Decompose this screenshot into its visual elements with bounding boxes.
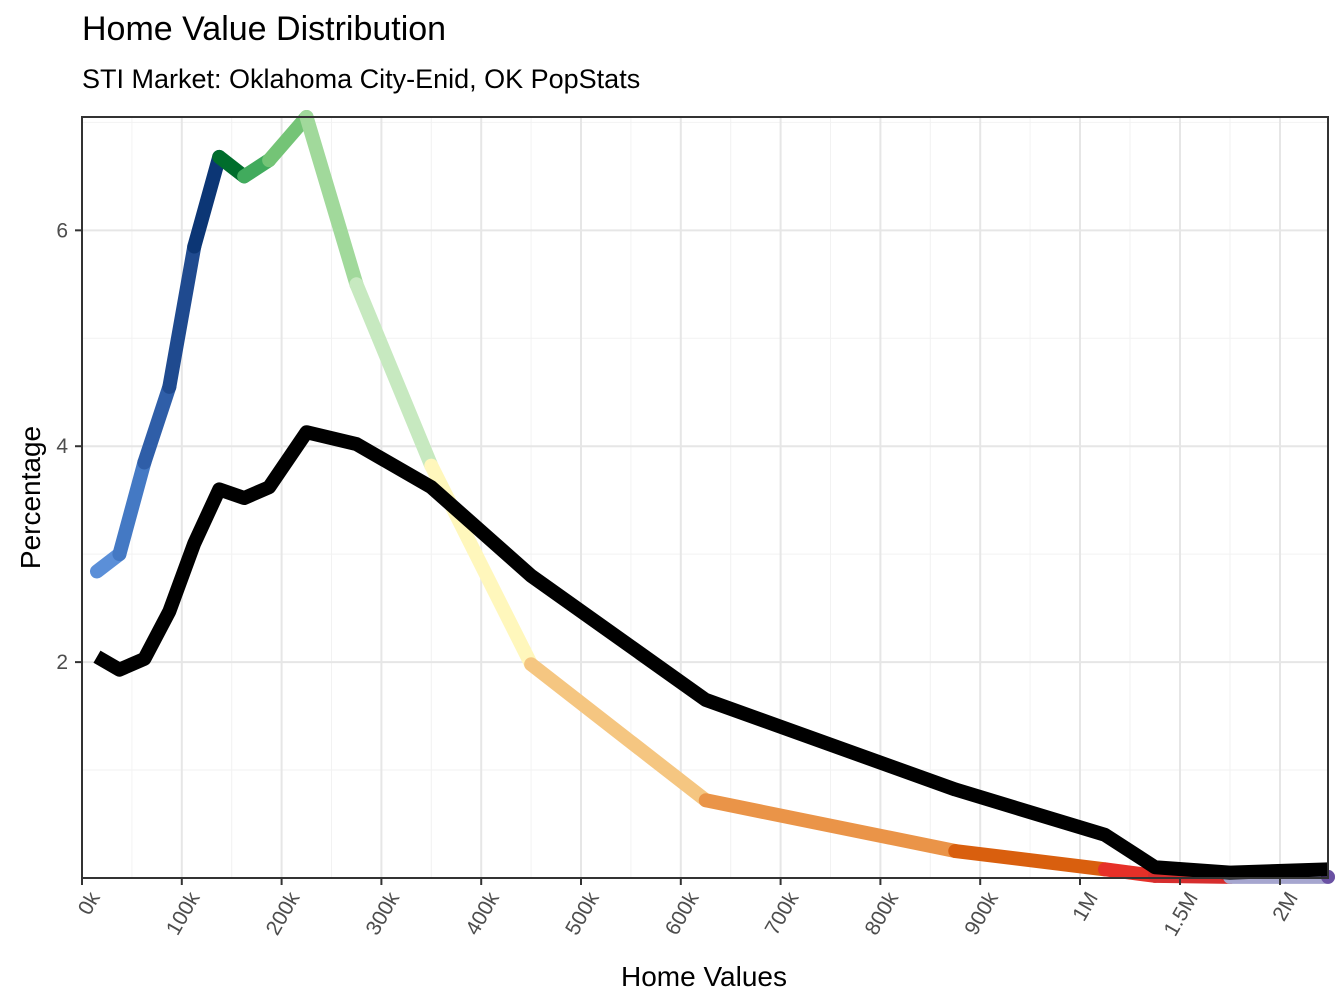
- series-segment: [162, 239, 202, 394]
- x-tick-label: 200k: [262, 888, 305, 939]
- series-segment: [137, 379, 177, 470]
- x-tick-label: 400k: [461, 888, 504, 939]
- plot-panel: [82, 117, 1328, 878]
- x-tick-label: 100k: [162, 888, 205, 939]
- series-segment: [187, 149, 227, 254]
- chart-subtitle: STI Market: Oklahoma City-Enid, OK PopSt…: [82, 64, 641, 94]
- x-axis-title: Home Values: [621, 961, 787, 992]
- series-segment: [262, 110, 314, 168]
- series-segment: [1098, 862, 1162, 883]
- series-segment: [112, 455, 152, 562]
- series-segment: [349, 277, 439, 473]
- panel-border: [81, 116, 1329, 879]
- chart-title: Home Value Distribution: [82, 10, 447, 48]
- x-tick-label: 2M: [1268, 888, 1303, 925]
- x-tick-label: 900k: [960, 888, 1003, 939]
- y-tick-label: 2: [56, 651, 68, 674]
- series-segment: [299, 110, 364, 292]
- y-axis-title: Percentage: [15, 426, 46, 569]
- x-tick-label: 1.5M: [1160, 888, 1203, 940]
- y-tick-label: 4: [56, 435, 68, 458]
- series-segment: [948, 844, 1112, 877]
- series-segment: [698, 793, 963, 859]
- x-tick-label: 600k: [661, 888, 704, 939]
- x-tick-label: 1M: [1068, 888, 1103, 925]
- x-tick-label: 700k: [761, 888, 804, 939]
- x-tick-label: 800k: [861, 888, 904, 939]
- x-tick-label: 500k: [561, 888, 604, 939]
- series-segment: [524, 657, 713, 808]
- x-tick-label: 0k: [74, 888, 105, 919]
- series-line-black: [93, 425, 1329, 880]
- x-tick-label: 300k: [362, 888, 405, 939]
- y-tick-label: 6: [56, 219, 68, 242]
